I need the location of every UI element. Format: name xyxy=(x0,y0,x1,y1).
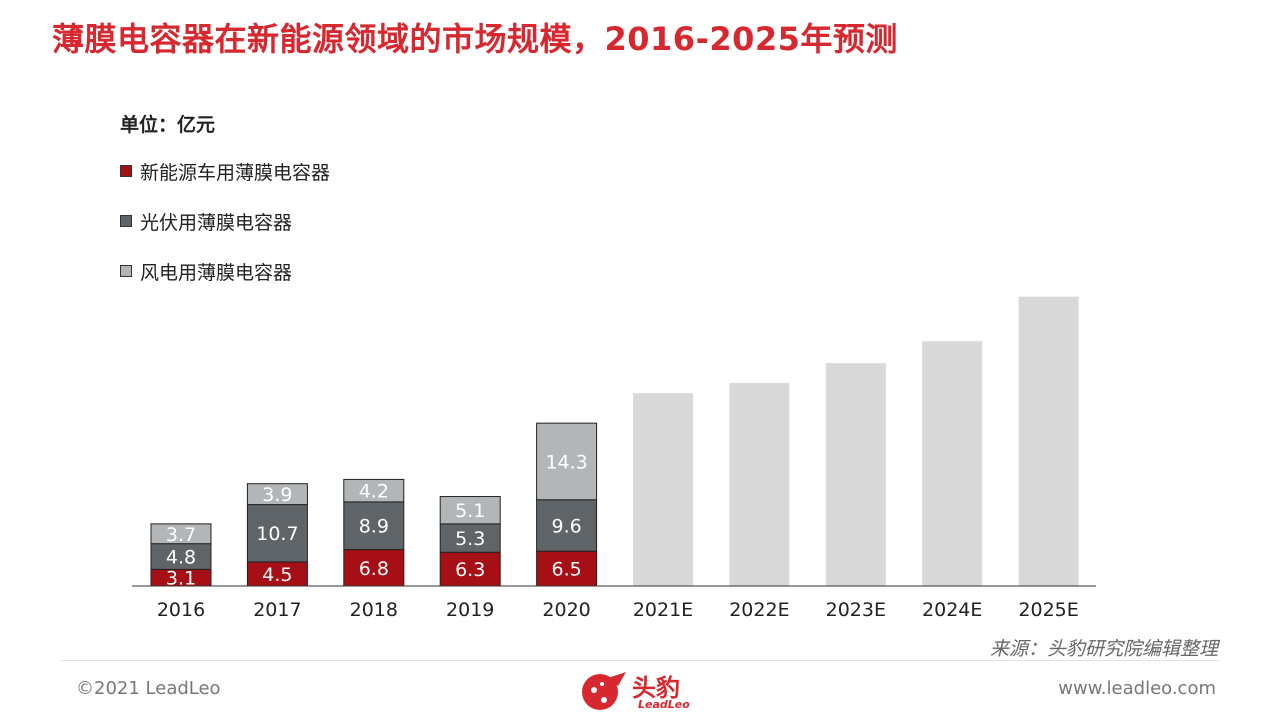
data-label-ev-2020: 6.5 xyxy=(551,559,581,581)
x-tick-label-2021E: 2021E xyxy=(633,599,693,621)
source-note: 来源：头豹研究院编辑整理 xyxy=(989,638,1218,660)
legend-label-pv: 光伏用薄膜电容器 xyxy=(140,211,293,234)
data-label-wind-2019: 5.1 xyxy=(455,500,485,522)
x-tick-label-2019: 2019 xyxy=(446,599,494,621)
bar-ev-2020 xyxy=(536,550,598,587)
leopard-logo-icon xyxy=(582,672,626,710)
bar-forecast-2022E xyxy=(729,382,790,586)
legend-swatch-ev xyxy=(120,165,132,177)
x-tick-label-2016: 2016 xyxy=(157,599,205,621)
data-label-pv-2016: 4.8 xyxy=(166,547,196,569)
legend-label-ev: 新能源车用薄膜电容器 xyxy=(140,161,331,184)
leadleo-logo: 头豹 LeadLeo xyxy=(578,664,708,716)
data-label-pv-2020: 9.6 xyxy=(551,515,581,537)
legend-swatch-wind xyxy=(120,265,132,277)
logo-subtext: LeadLeo xyxy=(638,698,690,711)
data-label-pv-2019: 5.3 xyxy=(455,528,485,550)
legend-swatch-pv xyxy=(120,215,132,227)
x-tick-label-2018: 2018 xyxy=(350,599,398,621)
data-label-ev-2018: 6.8 xyxy=(359,558,389,580)
data-label-wind-2018: 4.2 xyxy=(359,481,389,503)
bar-wind-2018 xyxy=(343,478,405,503)
x-tick-label-2020: 2020 xyxy=(542,599,590,621)
bar-pv-2016 xyxy=(150,543,212,570)
data-label-wind-2017: 3.9 xyxy=(262,484,292,506)
data-label-ev-2016: 3.1 xyxy=(166,568,196,590)
bar-forecast-2023E xyxy=(825,363,886,586)
data-label-wind-2016: 3.7 xyxy=(166,524,196,546)
data-label-pv-2017: 10.7 xyxy=(256,523,298,545)
bar-pv-2019 xyxy=(439,523,501,553)
bar-wind-2020 xyxy=(536,422,598,501)
data-label-pv-2018: 8.9 xyxy=(359,516,389,538)
chart-legend: 新能源车用薄膜电容器 光伏用薄膜电容器 风电用薄膜电容器 xyxy=(120,158,330,308)
legend-item-pv: 光伏用薄膜电容器 xyxy=(120,208,330,234)
legend-label-wind: 风电用薄膜电容器 xyxy=(140,261,293,284)
bar-ev-2019 xyxy=(439,551,501,587)
bar-forecast-2025E xyxy=(1018,296,1079,586)
unit-label: 单位：亿元 xyxy=(120,114,216,136)
copyright: ©2021 LeadLeo xyxy=(76,678,221,699)
data-label-ev-2017: 4.5 xyxy=(262,564,292,586)
bar-forecast-2024E xyxy=(922,341,983,586)
page-title: 薄膜电容器在新能源领域的市场规模，2016-2025年预测 xyxy=(52,20,898,58)
bar-wind-2017 xyxy=(246,483,308,506)
bar-ev-2018 xyxy=(343,549,405,587)
x-tick-label-2022E: 2022E xyxy=(729,599,789,621)
bar-wind-2019 xyxy=(439,496,501,525)
x-tick-label-2024E: 2024E xyxy=(922,599,982,621)
bar-pv-2020 xyxy=(536,499,598,552)
x-tick-label-2025E: 2025E xyxy=(1018,599,1078,621)
website-link[interactable]: www.leadleo.com xyxy=(1058,678,1216,699)
x-tick-label-2023E: 2023E xyxy=(826,599,886,621)
legend-item-wind: 风电用薄膜电容器 xyxy=(120,258,330,284)
data-label-ev-2019: 6.3 xyxy=(455,559,485,581)
logo-text: 头豹 xyxy=(632,674,680,702)
bar-forecast-2021E xyxy=(633,393,693,586)
x-tick-label-2017: 2017 xyxy=(253,599,301,621)
bar-wind-2016 xyxy=(150,523,212,545)
data-label-wind-2020: 14.3 xyxy=(545,451,587,473)
legend-item-ev: 新能源车用薄膜电容器 xyxy=(120,158,330,184)
footer-divider xyxy=(60,660,1220,661)
